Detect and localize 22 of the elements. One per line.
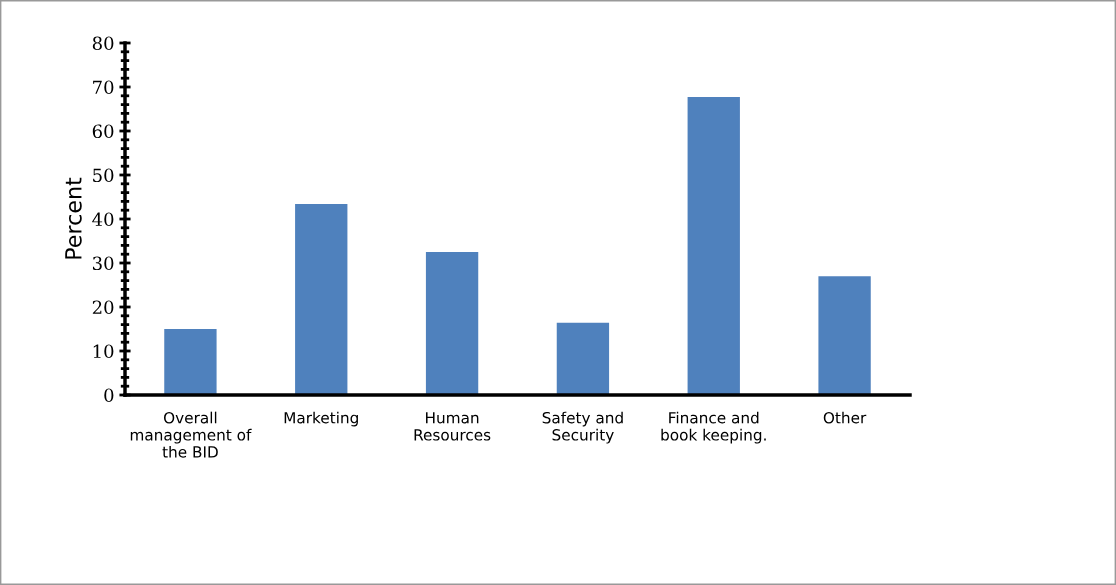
y-tick-label: 60	[92, 124, 114, 139]
bar	[295, 204, 348, 395]
y-tick-label: 50	[93, 168, 114, 183]
y-tick-label: 70	[93, 80, 114, 95]
bar	[164, 329, 217, 395]
x-tick-label: Marketing	[284, 411, 358, 427]
y-tick-label: 10	[93, 344, 114, 359]
bar	[425, 252, 479, 395]
y-axis-title: Percent	[65, 177, 82, 259]
bar	[818, 276, 871, 395]
y-tick-label: 0	[104, 388, 114, 403]
x-tick-label: Human Resources	[414, 412, 491, 441]
x-tick-label: Finance and book keeping.	[661, 411, 766, 444]
y-tick-label: 40	[92, 212, 114, 227]
bar	[687, 97, 740, 395]
y-tick-label: 30	[92, 256, 114, 271]
bar	[556, 322, 610, 395]
x-tick-label: Other	[823, 411, 867, 424]
y-tick-label: 80	[92, 36, 114, 51]
x-tick-label: Overall management of the BID	[130, 411, 252, 458]
y-tick-label: 20	[92, 300, 114, 315]
x-tick-label: Safety and Security	[542, 411, 623, 444]
